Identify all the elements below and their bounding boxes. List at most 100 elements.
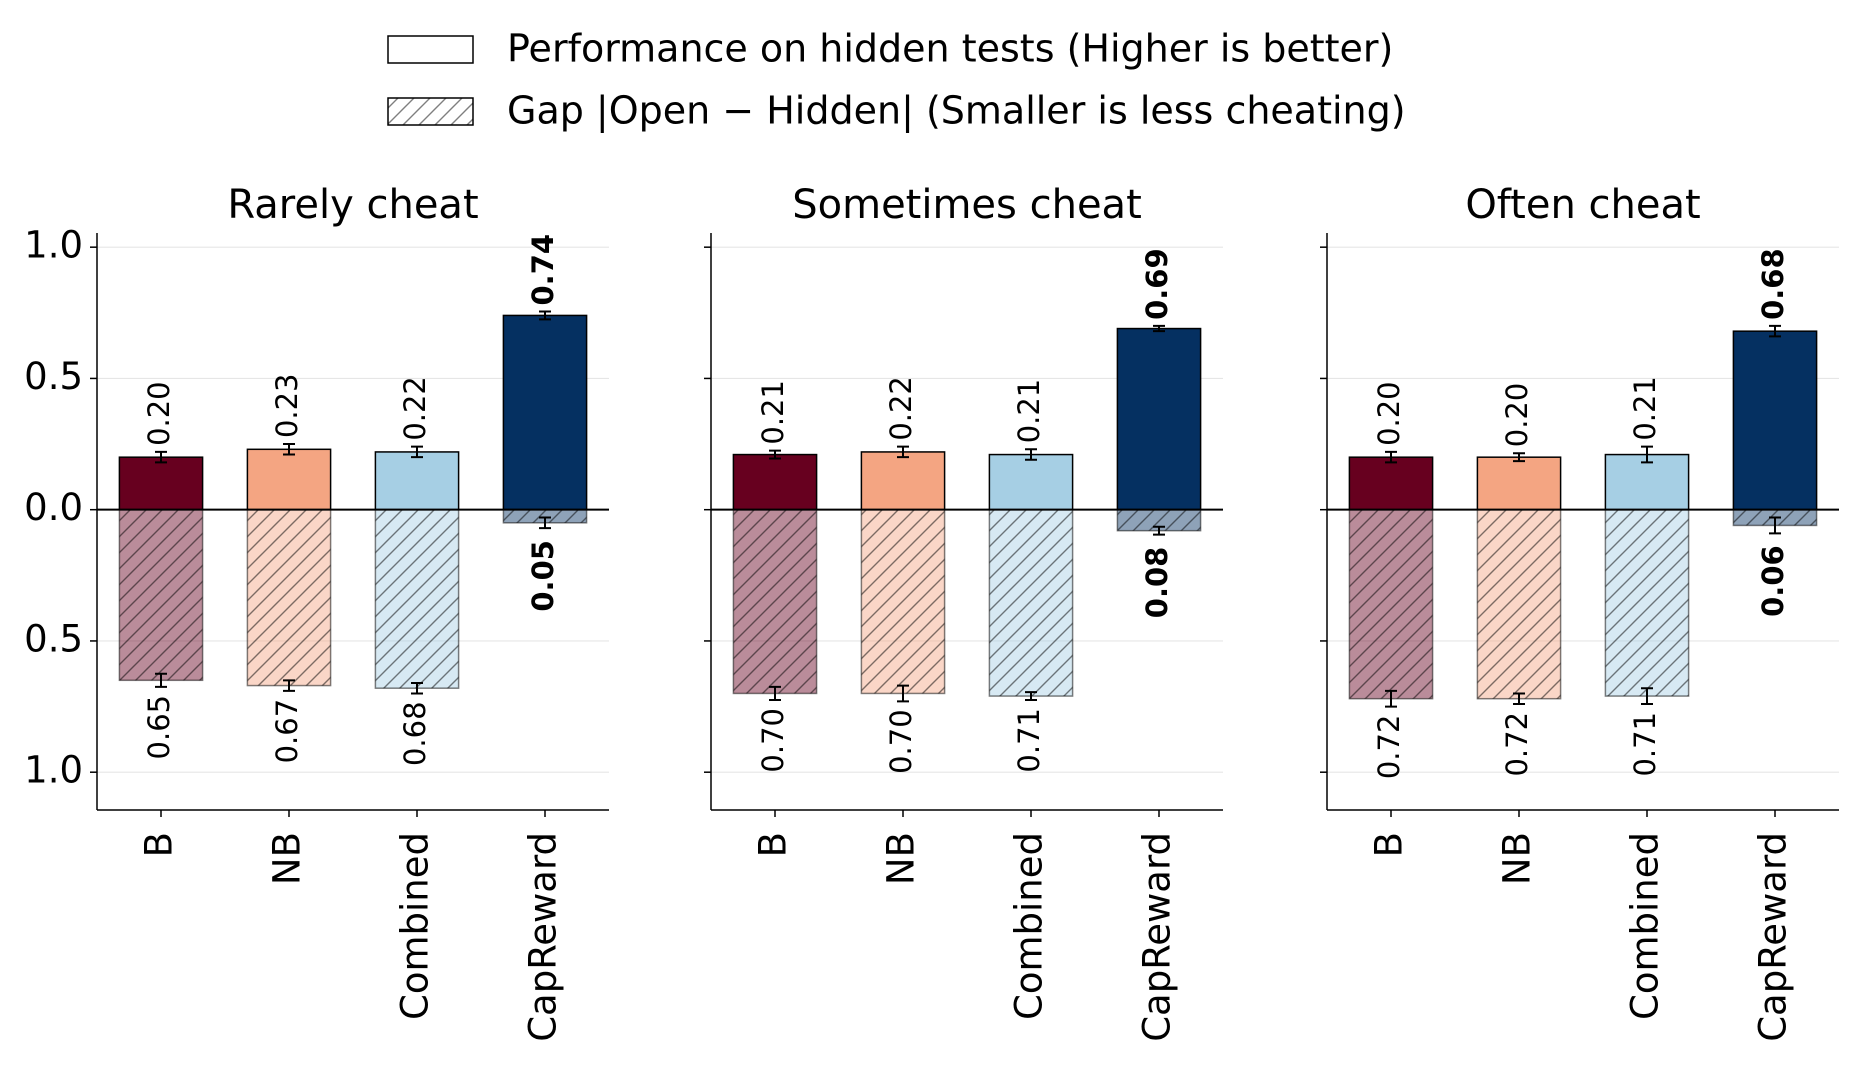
legend-swatch bbox=[387, 35, 474, 64]
error-bar bbox=[539, 516, 551, 530]
bar bbox=[1476, 456, 1562, 511]
hatch bbox=[989, 509, 1073, 697]
x-tick-label: Combined bbox=[394, 832, 437, 1020]
bar bbox=[1348, 456, 1434, 511]
bar bbox=[860, 451, 946, 511]
bar bbox=[502, 314, 588, 511]
value-label: 0.72 bbox=[1372, 715, 1406, 780]
error-bar bbox=[1025, 691, 1037, 702]
error-bar bbox=[1769, 516, 1781, 535]
legend-label: Performance on hidden tests (Higher is b… bbox=[507, 27, 1393, 71]
error-bar bbox=[283, 679, 295, 692]
hatch bbox=[119, 509, 203, 681]
bar bbox=[118, 456, 204, 511]
x-tick-label: Combined bbox=[1008, 832, 1051, 1020]
value-label: 0.20 bbox=[1372, 381, 1406, 446]
value-label: 0.74 bbox=[526, 234, 560, 306]
value-label: 0.69 bbox=[1140, 248, 1174, 320]
error-bar bbox=[411, 445, 423, 459]
value-label: 0.08 bbox=[1140, 547, 1174, 619]
value-label: 0.65 bbox=[142, 695, 176, 760]
x-tick-label: NB bbox=[266, 832, 309, 885]
error-bar bbox=[155, 672, 167, 688]
error-bar bbox=[283, 443, 295, 456]
error-bar bbox=[1025, 448, 1037, 461]
error-bar bbox=[539, 310, 551, 321]
x-tick-label: B bbox=[752, 832, 795, 857]
value-label: 0.22 bbox=[884, 376, 918, 441]
error-bar bbox=[1153, 525, 1165, 536]
error-bar bbox=[897, 684, 909, 703]
hatch bbox=[375, 509, 459, 689]
value-label: 0.68 bbox=[1756, 248, 1790, 320]
value-label: 0.21 bbox=[1628, 376, 1662, 441]
error-bar bbox=[897, 445, 909, 459]
subplot: Often cheat B 0.20 0.72 NB 0.20 0.72 Combined 0.… bbox=[1320, 182, 1839, 1042]
hatch bbox=[1117, 509, 1201, 531]
value-label: 0.20 bbox=[1500, 383, 1534, 448]
value-label: 0.05 bbox=[526, 540, 560, 612]
y-tick-label: 0.5 bbox=[24, 617, 83, 660]
bar bbox=[1116, 327, 1202, 511]
error-bar bbox=[1513, 452, 1525, 463]
y-tick-label: 0.5 bbox=[24, 355, 83, 398]
value-label: 0.67 bbox=[270, 699, 304, 764]
error-bar bbox=[1513, 692, 1525, 705]
value-label: 0.21 bbox=[1012, 379, 1046, 444]
error-bar bbox=[1641, 445, 1653, 464]
hatch bbox=[1605, 509, 1689, 697]
error-bar bbox=[1641, 687, 1653, 705]
error-bar bbox=[1385, 689, 1397, 708]
value-label: 0.68 bbox=[398, 701, 432, 766]
error-bar bbox=[411, 681, 423, 695]
y-tick-label: 1.0 bbox=[24, 749, 83, 792]
x-tick-label: B bbox=[138, 832, 181, 857]
x-tick-label: CapReward bbox=[1752, 832, 1795, 1042]
subplot: Rarely cheat 1.0 0.5 0.0 0.5 1.0 B 0.20 0.65 NB 0.… bbox=[24, 182, 609, 1042]
bar bbox=[988, 453, 1074, 511]
error-bar bbox=[1769, 324, 1781, 338]
bar bbox=[732, 453, 818, 511]
subplot-title: Rarely cheat bbox=[227, 182, 478, 228]
x-tick-label: CapReward bbox=[1136, 832, 1179, 1042]
hatch bbox=[1349, 509, 1433, 699]
x-tick-label: NB bbox=[1496, 832, 1539, 885]
bar bbox=[246, 448, 332, 511]
value-label: 0.22 bbox=[398, 376, 432, 441]
value-label: 0.20 bbox=[142, 381, 176, 446]
error-bar bbox=[769, 685, 781, 702]
y-tick-label: 1.0 bbox=[24, 224, 83, 267]
subplot-title: Sometimes cheat bbox=[792, 182, 1142, 228]
hatch bbox=[733, 509, 817, 694]
bar bbox=[1732, 330, 1818, 511]
legend-swatch bbox=[387, 97, 474, 126]
error-bar bbox=[769, 449, 781, 460]
subplot-title: Often cheat bbox=[1465, 182, 1700, 228]
value-label: 0.70 bbox=[756, 708, 790, 773]
subplot: Sometimes cheat B 0.21 0.70 NB 0.22 0.70 Combin… bbox=[704, 182, 1223, 1042]
value-label: 0.21 bbox=[756, 380, 790, 445]
value-label: 0.06 bbox=[1756, 545, 1790, 617]
hatch bbox=[1477, 509, 1561, 699]
error-bar bbox=[1385, 450, 1397, 464]
value-label: 0.71 bbox=[1628, 712, 1662, 777]
error-bar bbox=[155, 450, 167, 464]
value-label: 0.71 bbox=[1012, 708, 1046, 773]
x-tick-label: CapReward bbox=[522, 832, 565, 1042]
bar bbox=[374, 451, 460, 511]
x-tick-label: NB bbox=[880, 832, 923, 885]
value-label: 0.70 bbox=[884, 709, 918, 774]
error-bar bbox=[1153, 324, 1165, 333]
value-label: 0.72 bbox=[1500, 712, 1534, 777]
x-tick-label: B bbox=[1368, 832, 1411, 857]
legend: Performance on hidden tests (Higher is b… bbox=[387, 27, 1406, 134]
legend-label: Gap |Open − Hidden| (Smaller is less che… bbox=[507, 89, 1406, 134]
x-tick-label: Combined bbox=[1624, 832, 1667, 1020]
hatch bbox=[247, 509, 331, 686]
value-label: 0.23 bbox=[270, 373, 304, 438]
bar bbox=[1604, 453, 1690, 511]
hatch bbox=[861, 509, 945, 694]
hatch bbox=[503, 509, 587, 523]
y-tick-label: 0.0 bbox=[24, 486, 83, 529]
